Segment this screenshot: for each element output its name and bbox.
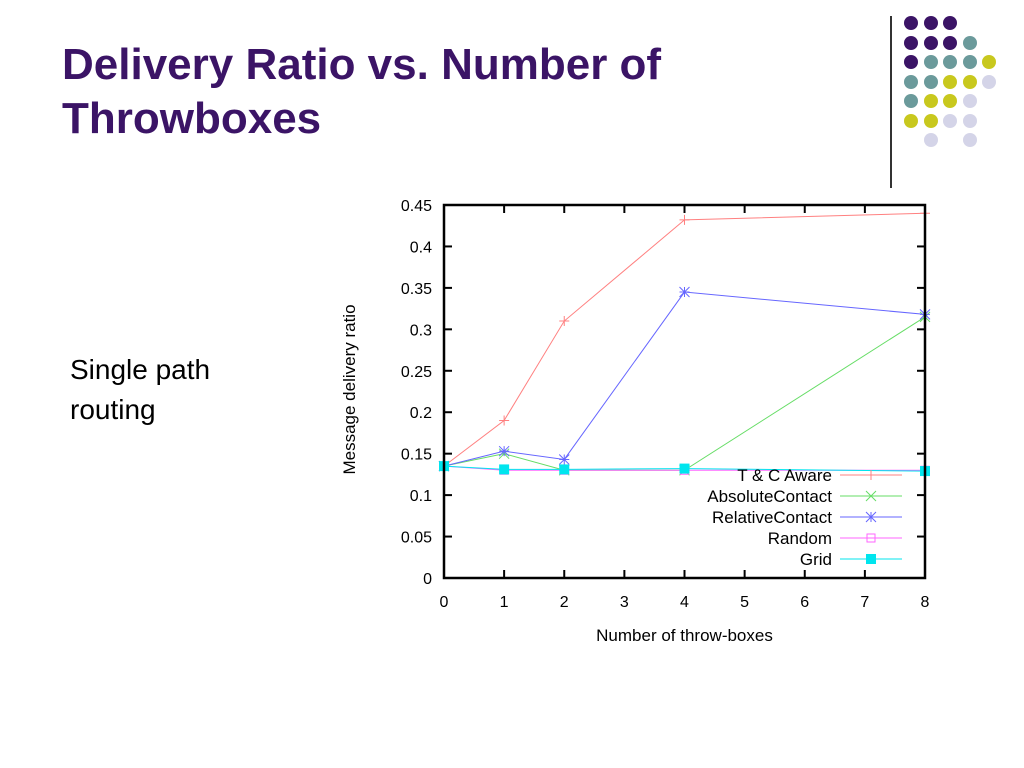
- y-tick-label: 0.15: [401, 447, 432, 464]
- data-point-series-0: [499, 415, 510, 426]
- y-tick-label: 0.2: [410, 405, 432, 422]
- bullet-line-1: Single path: [70, 354, 211, 385]
- legend-marker: [866, 533, 876, 543]
- y-tick-label: 0.35: [401, 281, 432, 298]
- decorative-dot: [923, 16, 938, 30]
- decorative-dot: [943, 74, 957, 89]
- legend-label: AbsoluteContact: [707, 487, 832, 506]
- legend-label: T & C Aware: [737, 466, 832, 485]
- legend-marker: [866, 470, 876, 480]
- legend-label: Random: [768, 529, 832, 548]
- decorative-dot: [923, 94, 938, 108]
- x-tick-label: 3: [620, 594, 629, 611]
- decorative-dot: [943, 16, 957, 30]
- x-tick-label: 4: [680, 594, 689, 611]
- y-tick-label: 0.45: [401, 198, 432, 215]
- decorative-dot-grid: [900, 12, 1024, 172]
- y-axis-label: Message delivery ratio: [340, 304, 359, 474]
- decorative-dot: [904, 16, 918, 30]
- y-tick-label: 0.05: [401, 530, 432, 547]
- y-tick-label: 0: [423, 571, 432, 588]
- slide-title-line-1: Delivery Ratio vs. Number of: [62, 40, 662, 89]
- data-point-series-0: [679, 214, 690, 225]
- decorative-dot: [943, 94, 957, 108]
- decorative-dot: [923, 133, 938, 147]
- legend-marker: [866, 554, 876, 564]
- decorative-dot: [962, 133, 977, 147]
- y-tick-label: 0.3: [410, 322, 432, 339]
- data-point-series-2: [558, 454, 570, 465]
- legend-label: RelativeContact: [712, 508, 832, 527]
- x-tick-label: 6: [800, 594, 809, 611]
- decorative-dot: [962, 94, 977, 108]
- bullet-line-2: routing: [70, 394, 156, 425]
- decorative-dot: [982, 55, 996, 69]
- x-axis-label: Number of throw-boxes: [596, 626, 773, 645]
- decorative-dot: [904, 74, 918, 89]
- data-point-series-4: [499, 464, 510, 475]
- decorative-dot: [904, 113, 918, 128]
- legend-label: Grid: [800, 550, 832, 569]
- slide-title-line-2: Throwboxes: [62, 94, 322, 143]
- decorative-divider: [890, 16, 892, 188]
- data-point-series-4: [559, 464, 570, 475]
- decorative-dot: [923, 74, 938, 89]
- data-point-series-0: [559, 316, 570, 327]
- decorative-dot: [904, 35, 918, 50]
- x-tick-label: 8: [921, 594, 930, 611]
- decorative-dot: [982, 74, 996, 89]
- series-line-1: [443, 316, 926, 471]
- x-tick-label: 2: [560, 594, 569, 611]
- decorative-dot: [904, 55, 918, 69]
- series-line-2: [443, 291, 926, 467]
- x-tick-label: 1: [500, 594, 509, 611]
- legend-marker: [865, 511, 877, 523]
- decorative-dot: [943, 113, 957, 128]
- decorative-dot: [943, 55, 957, 69]
- decorative-dot: [943, 35, 957, 50]
- decorative-dot: [962, 55, 977, 69]
- y-tick-label: 0.4: [410, 239, 432, 256]
- data-point-series-4: [679, 463, 690, 474]
- data-point-series-2: [498, 445, 510, 457]
- slide-title: Delivery Ratio vs. Number of Throwboxes: [62, 38, 822, 146]
- bullet-text: Single path routing: [70, 350, 210, 430]
- x-tick-label: 7: [860, 594, 869, 611]
- decorative-dot: [962, 113, 977, 128]
- plot-frame: [442, 203, 927, 580]
- decorative-dot: [923, 35, 938, 50]
- decorative-dot: [904, 94, 918, 108]
- decorative-dot: [923, 55, 938, 69]
- series-line-0: [443, 212, 926, 467]
- decorative-dot: [923, 113, 938, 128]
- y-tick-label: 0.25: [401, 364, 432, 381]
- y-tick-label: 0.1: [410, 488, 432, 505]
- x-tick-label: 0: [440, 594, 449, 611]
- legend-marker: [865, 490, 877, 502]
- data-point-series-2: [679, 286, 690, 298]
- decorative-dot: [962, 74, 977, 89]
- x-tick-label: 5: [740, 594, 749, 611]
- decorative-dot: [962, 35, 977, 50]
